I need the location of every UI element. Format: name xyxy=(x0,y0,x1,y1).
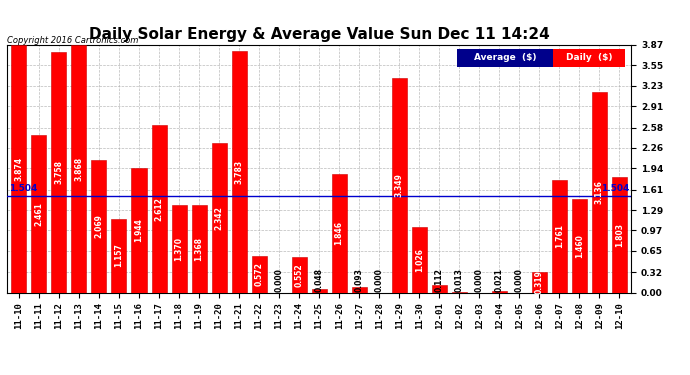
Bar xyxy=(552,180,566,292)
Text: 0.093: 0.093 xyxy=(355,268,364,292)
Bar xyxy=(212,143,226,292)
Bar xyxy=(412,227,426,292)
Bar xyxy=(132,168,146,292)
Bar xyxy=(252,256,266,292)
Title: Daily Solar Energy & Average Value Sun Dec 11 14:24: Daily Solar Energy & Average Value Sun D… xyxy=(89,27,549,42)
FancyBboxPatch shape xyxy=(457,49,553,67)
Bar xyxy=(52,52,66,292)
Text: 1.803: 1.803 xyxy=(615,223,624,247)
Text: 3.874: 3.874 xyxy=(14,156,23,181)
Text: 0.112: 0.112 xyxy=(435,268,444,292)
Bar xyxy=(112,219,126,292)
Bar xyxy=(532,272,546,292)
Bar xyxy=(332,174,346,292)
Text: Average  ($): Average ($) xyxy=(474,53,536,62)
FancyBboxPatch shape xyxy=(553,49,625,67)
Text: 3.868: 3.868 xyxy=(75,157,83,181)
Text: 3.136: 3.136 xyxy=(595,180,604,204)
Text: 2.069: 2.069 xyxy=(95,214,103,238)
Bar xyxy=(72,45,86,292)
Text: 1.944: 1.944 xyxy=(135,218,144,242)
Text: 0.048: 0.048 xyxy=(315,268,324,292)
Bar xyxy=(232,51,246,292)
Text: 0.552: 0.552 xyxy=(295,263,304,286)
Text: 3.783: 3.783 xyxy=(235,159,244,184)
Bar xyxy=(152,126,166,292)
Text: 2.461: 2.461 xyxy=(34,202,43,226)
Text: 1.157: 1.157 xyxy=(115,244,124,267)
Text: Daily  ($): Daily ($) xyxy=(566,53,612,62)
Text: Copyright 2016 Cartronics.com: Copyright 2016 Cartronics.com xyxy=(7,36,138,45)
Text: 3.349: 3.349 xyxy=(395,174,404,197)
Text: 1.026: 1.026 xyxy=(415,248,424,272)
Text: 1.368: 1.368 xyxy=(195,237,204,261)
Bar xyxy=(292,257,306,292)
Bar xyxy=(432,285,446,292)
Text: 1.504: 1.504 xyxy=(601,184,629,193)
Text: 1.370: 1.370 xyxy=(175,237,184,261)
Bar xyxy=(12,45,26,292)
Text: 0.319: 0.319 xyxy=(535,270,544,294)
Bar xyxy=(492,291,506,292)
Bar xyxy=(592,92,607,292)
Text: 2.612: 2.612 xyxy=(155,197,164,221)
Bar xyxy=(572,199,586,292)
Text: 0.572: 0.572 xyxy=(255,262,264,286)
Text: 1.460: 1.460 xyxy=(575,234,584,258)
Text: 1.504: 1.504 xyxy=(9,184,37,193)
Bar xyxy=(352,286,366,292)
Text: 0.000: 0.000 xyxy=(275,268,284,292)
Bar xyxy=(312,290,326,292)
Text: 2.342: 2.342 xyxy=(215,206,224,230)
Bar xyxy=(172,205,186,292)
Text: 0.021: 0.021 xyxy=(495,268,504,292)
Text: 0.000: 0.000 xyxy=(375,268,384,292)
Text: 0.000: 0.000 xyxy=(515,268,524,292)
Bar xyxy=(392,78,406,292)
Text: 1.761: 1.761 xyxy=(555,224,564,248)
Bar xyxy=(32,135,46,292)
Text: 1.846: 1.846 xyxy=(335,222,344,246)
Text: 0.000: 0.000 xyxy=(475,268,484,292)
Bar xyxy=(612,177,627,292)
Text: 0.013: 0.013 xyxy=(455,268,464,292)
Bar xyxy=(192,205,206,292)
Bar xyxy=(92,160,106,292)
Text: 3.758: 3.758 xyxy=(55,160,63,184)
